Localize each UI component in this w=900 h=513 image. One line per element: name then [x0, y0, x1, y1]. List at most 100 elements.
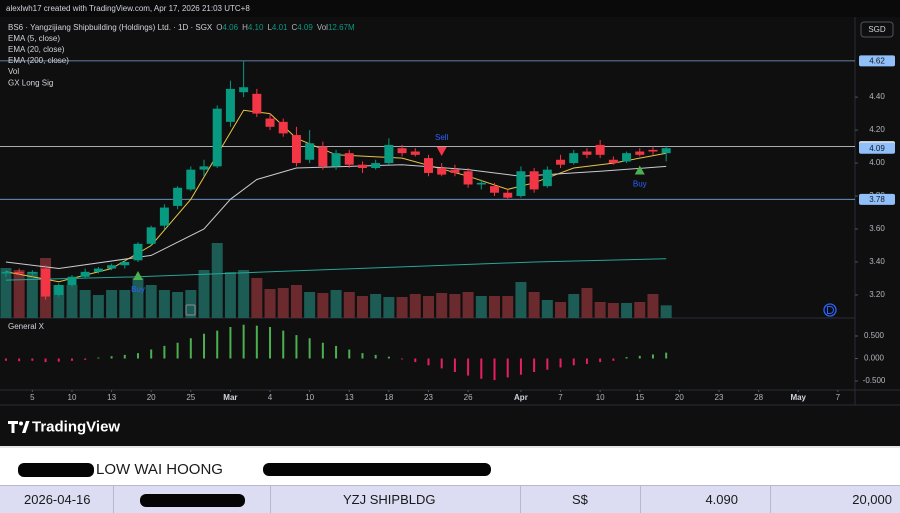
- cell-border: [640, 486, 641, 513]
- oscillator-bar: [361, 353, 364, 359]
- currency-label[interactable]: SGD: [868, 25, 886, 34]
- volume-bar: [594, 302, 606, 318]
- oscillator-bar: [506, 358, 509, 378]
- candle-body: [516, 171, 526, 197]
- price-label-box: [859, 55, 895, 67]
- candle-body: [14, 271, 24, 274]
- volume-bar: [238, 270, 250, 318]
- oscillator-bar: [546, 358, 549, 370]
- order-row: 2026-04-16 YZJ SHIPBLDG S$ 4.090 20,000: [0, 485, 900, 513]
- x-tick-label: 10: [305, 393, 314, 402]
- indicator-name: Vol: [8, 67, 19, 76]
- candle-body: [173, 187, 183, 206]
- volume-bar: [528, 292, 540, 318]
- signal-marker: [634, 165, 645, 175]
- candle-body: [225, 88, 235, 122]
- oscillator-bar: [612, 358, 615, 361]
- candle-body: [212, 108, 222, 167]
- oscillator-bar: [414, 358, 417, 363]
- volume-bar: [277, 288, 289, 318]
- logo-mark: [22, 421, 30, 433]
- y-tick-label: 0.500: [864, 331, 885, 340]
- chart-background: [0, 0, 900, 446]
- x-tick-label: 26: [464, 393, 473, 402]
- redaction: [18, 463, 94, 477]
- client-name: LOW WAI HOONG: [96, 461, 223, 478]
- indicator-name: GX Long Sig: [8, 79, 53, 88]
- oscillator-bar: [308, 338, 311, 359]
- oscillator-bar: [216, 330, 219, 359]
- x-tick-label: 7: [836, 393, 841, 402]
- candle-body: [595, 144, 605, 155]
- volume-bar: [383, 297, 395, 318]
- oscillator-bar: [189, 338, 192, 359]
- volume-bar: [475, 296, 487, 318]
- y-tick-label: 4.20: [869, 125, 885, 134]
- brand-name: TradingView: [32, 418, 120, 435]
- volume-bar: [436, 293, 448, 318]
- candle-body: [437, 168, 447, 175]
- ohlc-value: 4.09: [297, 23, 313, 32]
- ema-line: [5, 258, 667, 281]
- candle-body: [107, 265, 117, 269]
- candle-body: [622, 153, 632, 162]
- dividend-icon[interactable]: [823, 303, 837, 317]
- candle-body: [608, 159, 618, 164]
- volume-bar: [422, 296, 434, 318]
- oscillator-bar: [97, 357, 100, 359]
- cell-border: [113, 486, 114, 513]
- candle-body: [661, 148, 671, 154]
- x-tick-label: 5: [30, 393, 35, 402]
- volume-bar: [409, 294, 421, 318]
- candle-body: [582, 151, 592, 155]
- volume-bar: [330, 290, 342, 318]
- candle-body: [318, 146, 328, 167]
- candle-body: [450, 169, 460, 173]
- indicator-name: EMA (200, close): [8, 56, 69, 65]
- signal-label: Sell: [435, 133, 449, 142]
- ohlc-label: O: [216, 23, 222, 32]
- oscillator-bar: [519, 358, 522, 375]
- oscillator-title: General X: [8, 322, 45, 331]
- trade-date: 2026-04-16: [24, 492, 91, 507]
- candle-body: [67, 276, 77, 286]
- y-tick-label: 3.40: [869, 257, 885, 266]
- cell-border: [270, 486, 271, 513]
- oscillator-bar: [348, 349, 351, 359]
- volume-bar: [251, 278, 263, 318]
- price-label: 3.78: [869, 195, 885, 204]
- volume-bar: [555, 302, 567, 318]
- x-tick-label: 10: [68, 393, 77, 402]
- x-tick-label: 28: [754, 393, 763, 402]
- oscillator-bar: [176, 342, 179, 359]
- currency-button[interactable]: [860, 21, 894, 38]
- volume-bar: [568, 294, 580, 318]
- candle-body: [529, 171, 539, 190]
- candle-body: [635, 151, 645, 155]
- volume-bar: [541, 300, 553, 318]
- logo-mark: [8, 421, 18, 433]
- candle-body: [410, 151, 420, 155]
- y-tick-label: 0.000: [864, 354, 885, 363]
- candle-body: [384, 144, 394, 164]
- candle-body: [27, 271, 37, 274]
- oscillator-bar: [295, 335, 298, 359]
- ohlc-value: 4.10: [248, 23, 264, 32]
- volume-bar: [53, 285, 65, 318]
- volume-bar: [581, 288, 593, 318]
- candle-body: [490, 186, 500, 193]
- oscillator-bar: [559, 358, 562, 368]
- volume-bar: [119, 290, 131, 318]
- tradingview-logo: TradingView: [8, 418, 120, 435]
- volume-bar: [370, 294, 382, 318]
- ohlc-label: H: [242, 23, 248, 32]
- oscillator-bar: [493, 358, 496, 381]
- volume-bar: [211, 243, 223, 318]
- earnings-icon[interactable]: [185, 304, 196, 316]
- x-tick-label: 15: [635, 393, 644, 402]
- x-tick-label: 7: [558, 393, 563, 402]
- candle-body: [54, 285, 64, 295]
- oscillator-bar: [467, 358, 470, 376]
- candle-body: [397, 148, 407, 154]
- oscillator-bar: [84, 358, 87, 360]
